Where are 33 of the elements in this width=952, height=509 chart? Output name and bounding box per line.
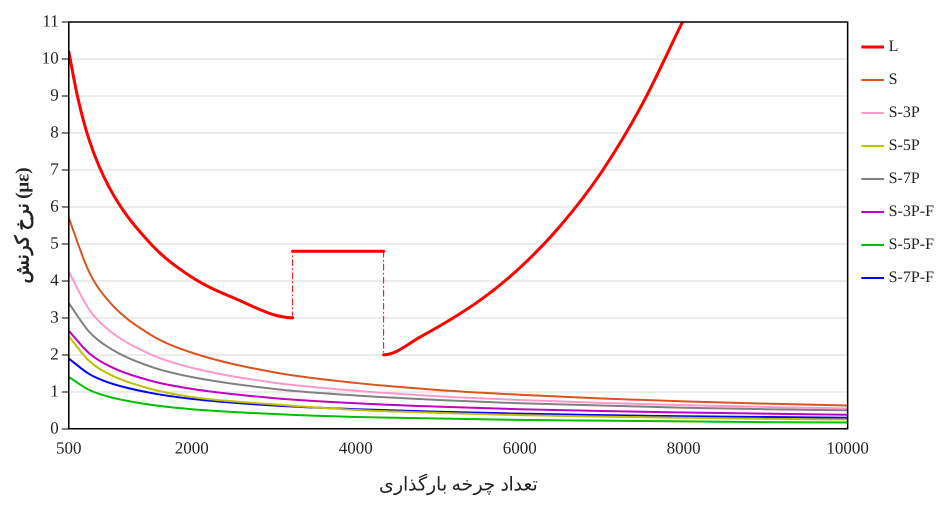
y-tick-label: 2 (50, 344, 59, 364)
y-tick-label: 8 (50, 122, 59, 142)
x-tick-label: 500 (56, 438, 82, 458)
legend-label: S-5P-F (888, 236, 934, 254)
y-tick-label: 6 (50, 196, 59, 216)
line-series (68, 217, 848, 406)
x-tick-label: 4000 (338, 438, 373, 458)
x-tick-label: 6000 (502, 438, 537, 458)
y-tick-label: 4 (50, 270, 60, 290)
y-tick-label: 3 (50, 307, 59, 326)
x-tick-label: 8000 (666, 438, 701, 458)
line-series (68, 358, 848, 419)
line-series (68, 302, 848, 412)
y-tick-label: 7 (50, 159, 60, 178)
line-series (68, 270, 848, 410)
y-tick-label: 9 (50, 85, 59, 104)
line-series (68, 376, 848, 424)
legend-label: L (888, 38, 898, 56)
y-tick-label: 0 (50, 418, 59, 438)
x-tick-label: 10000 (826, 438, 869, 458)
legend-label: S-7P-F (888, 269, 934, 286)
y-tick-label: 1 (50, 381, 59, 400)
legend-label: S (888, 71, 898, 88)
y-tick-label: 5 (50, 233, 59, 252)
y-tick-label: 10 (42, 48, 59, 68)
x-axis-title: تعداد چرخه بارگذاری (378, 472, 538, 496)
legend-label: S-7P (888, 170, 920, 188)
y-tick-label: 11 (42, 11, 59, 30)
legend-label: S-3P (888, 104, 920, 122)
y-axis-title: نرخ کرنش (με) (12, 167, 34, 284)
legend-label: S-5P (888, 137, 920, 154)
legend-label: S-3P-F (888, 203, 934, 220)
x-tick-label: 2000 (174, 438, 209, 458)
